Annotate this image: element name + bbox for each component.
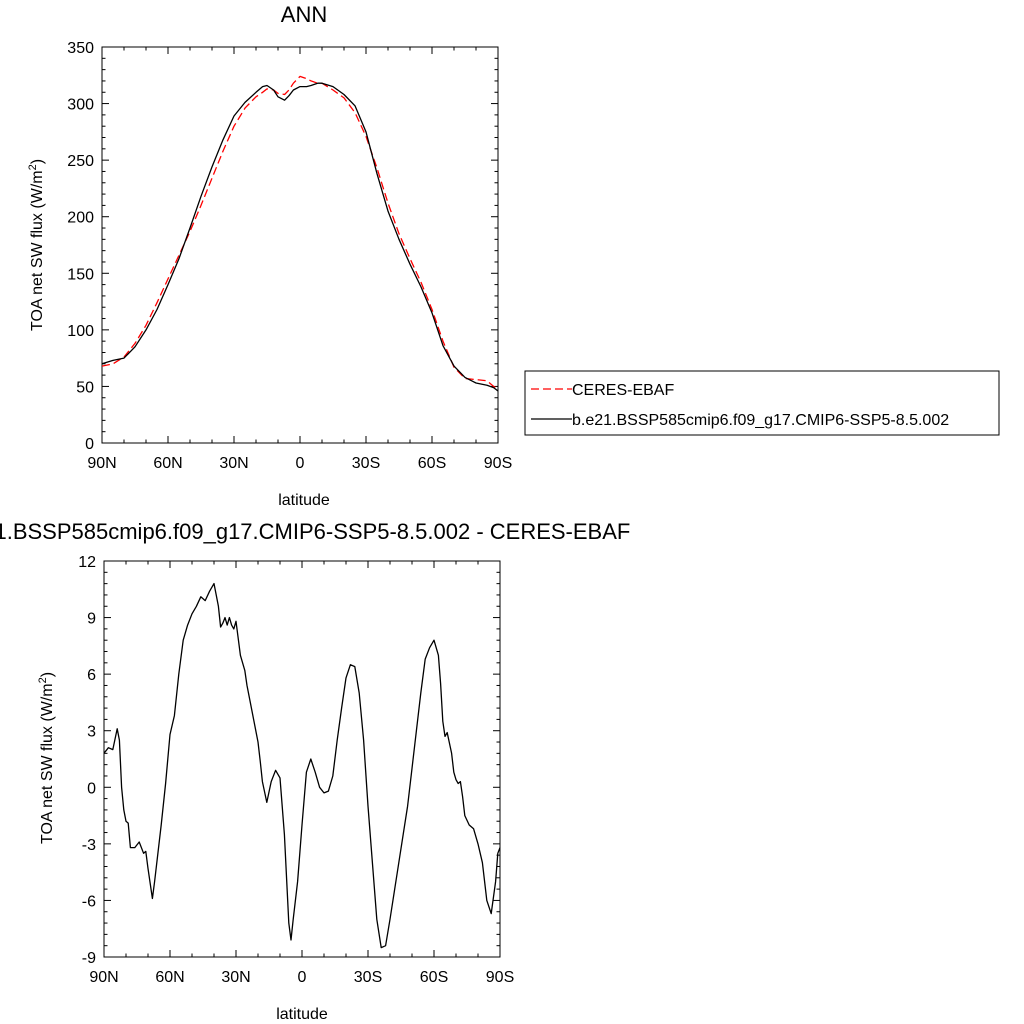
y-tick-label: 350 xyxy=(67,40,94,57)
plot-area xyxy=(101,46,499,444)
x-tick-label: 30S xyxy=(354,969,382,986)
x-tick-label: 60N xyxy=(155,969,184,986)
difference-line xyxy=(103,582,501,949)
series-layer xyxy=(103,582,501,949)
y-tick-label: 50 xyxy=(76,379,94,396)
x-tick-label: 60S xyxy=(418,455,446,472)
x-tick-label: 0 xyxy=(298,969,307,986)
legend-label-model: b.e21.BSSP585cmip6.f09_g17.CMIP6-SSP5-8.… xyxy=(572,412,949,429)
x-tick-label: 90N xyxy=(87,455,116,472)
x-tick-label: 30N xyxy=(219,455,248,472)
x-tick-label: 90S xyxy=(484,455,512,472)
y-axis-label: TOA net SW flux (W/m2) xyxy=(27,159,46,331)
model-line xyxy=(101,82,499,392)
ceres-ebaf-line xyxy=(101,75,499,390)
legend-label-ceres: CERES-EBAF xyxy=(572,382,674,399)
plot-frame xyxy=(101,46,499,444)
plot-area xyxy=(103,560,501,958)
x-axis-ticks: 90N 60N 30N 0 30S 60S 90S xyxy=(89,561,514,986)
bottom-panel: b.e21.BSSP585cmip6.f09_g17.CMIP6-SSP5-8.… xyxy=(0,519,630,1023)
y-tick-label: 0 xyxy=(87,780,96,797)
y-tick-label: 0 xyxy=(85,436,94,453)
y-axis-label: TOA net SW flux (W/m2) xyxy=(37,672,56,844)
y-tick-label: 200 xyxy=(67,210,94,227)
top-panel: ANN 0 50 100 150 200 250 300 350 90N 60N 30N 0 30S 6… xyxy=(27,2,1000,509)
y-tick-label: 100 xyxy=(67,323,94,340)
difference-chart-title: b.e21.BSSP585cmip6.f09_g17.CMIP6-SSP5-8.… xyxy=(0,519,630,544)
y-tick-label: 9 xyxy=(87,611,96,628)
y-axis-ticks: -9 -6 -3 0 3 6 9 12 xyxy=(78,554,500,967)
y-tick-label: 6 xyxy=(87,667,96,684)
x-tick-label: 90N xyxy=(89,969,118,986)
chart-title: ANN xyxy=(281,2,327,27)
x-axis-ticks: 90N 60N 30N 0 30S 60S 90S xyxy=(87,47,512,472)
x-tick-label: 60N xyxy=(153,455,182,472)
y-axis-ticks: 0 50 100 150 200 250 300 350 xyxy=(67,40,498,453)
legend-box xyxy=(524,370,1000,436)
x-tick-label: 30S xyxy=(352,455,380,472)
x-tick-label: 30N xyxy=(221,969,250,986)
x-tick-label: 60S xyxy=(420,969,448,986)
legend: CERES-EBAF b.e21.BSSP585cmip6.f09_g17.CM… xyxy=(524,370,1000,436)
x-axis-label: latitude xyxy=(278,492,330,509)
y-tick-label: 12 xyxy=(78,554,96,571)
plot-frame xyxy=(103,560,501,958)
y-tick-label: -3 xyxy=(82,837,96,854)
x-tick-label: 0 xyxy=(296,455,305,472)
y-tick-label: -9 xyxy=(82,950,96,967)
y-tick-label: 150 xyxy=(67,266,94,283)
y-tick-label: 3 xyxy=(87,724,96,741)
y-tick-label: -6 xyxy=(82,893,96,910)
x-axis-label: latitude xyxy=(276,1006,328,1023)
y-tick-label: 250 xyxy=(67,153,94,170)
x-tick-label: 90S xyxy=(486,969,514,986)
y-tick-label: 300 xyxy=(67,97,94,114)
series-layer xyxy=(101,75,499,392)
